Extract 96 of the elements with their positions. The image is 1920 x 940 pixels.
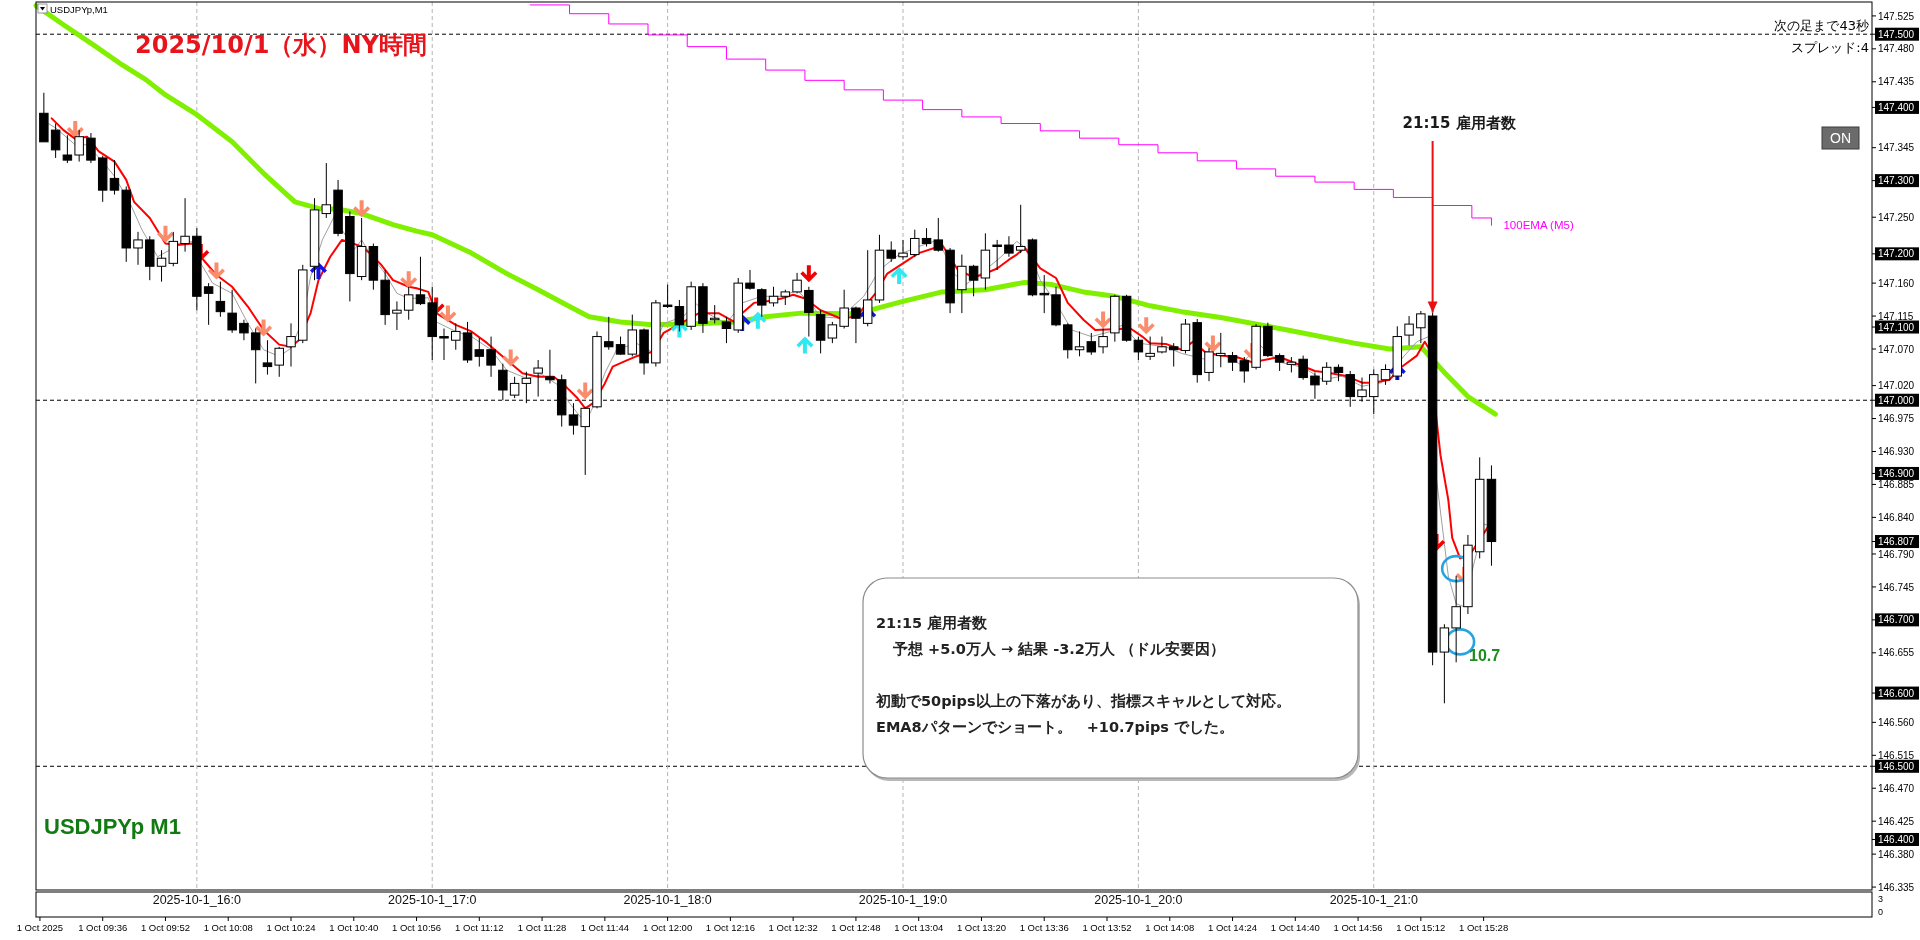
annotation: 10.7: [1469, 646, 1501, 664]
x-tick-label: 1 Oct 13:36: [1019, 922, 1069, 933]
y-tick-label: 146.840: [1878, 511, 1915, 523]
x-tick-label: 1 Oct 15:28: [1459, 922, 1509, 933]
x-tick-label: 1 Oct 12:48: [831, 922, 881, 933]
y-tick-label: 146.500: [1878, 760, 1915, 772]
y-tick-label: 147.300: [1878, 175, 1915, 187]
y-tick-label: 146.700: [1878, 614, 1915, 626]
y-tick-label: 147.345: [1878, 142, 1915, 154]
x-tick-label: 1 Oct 12:00: [643, 922, 693, 933]
text: 2025/10/1（水）NY時間: [135, 31, 427, 59]
x-tick-label: 1 Oct 11:28: [517, 922, 567, 933]
y-tick-label: 147.500: [1878, 28, 1915, 40]
x-tick-label: 1 Oct 10:40: [329, 922, 379, 933]
y-tick-label: 146.600: [1878, 687, 1915, 699]
point: [890, 267, 908, 285]
point: [156, 225, 174, 243]
series-label: 100EMA (M5): [1503, 219, 1574, 232]
point: [1094, 311, 1112, 329]
x-tick-label: 1 Oct 14:24: [1207, 922, 1258, 933]
ref-line-label: 2025-10-1_18:0: [623, 893, 712, 907]
y-tick-label: 147.250: [1878, 211, 1915, 223]
x-tick-label: 1 Oct 09:52: [140, 922, 191, 933]
annotation: 次の足まで43秒: [1774, 18, 1869, 33]
ref-line-label: 2025-10-1_20:0: [1094, 893, 1183, 907]
y-tick-label: 146.930: [1878, 446, 1915, 458]
x-tick-label: 1 Oct 15:12: [1396, 922, 1446, 933]
annotation: 予想 +5.0万人 → 結果 -3.2万人 （ドル安要因）: [892, 640, 1225, 657]
point: [1204, 335, 1222, 353]
y-tick-label: 146.975: [1878, 413, 1915, 425]
x-tick-label: 1 Oct 13:52: [1082, 922, 1132, 933]
y-tick-label: 146.515: [1878, 749, 1915, 761]
text: USDJPYp M1: [44, 814, 181, 839]
ref-line-label: 2025-10-1_16:0: [152, 893, 242, 907]
y-tick-label: 146.470: [1878, 782, 1915, 794]
y-tick-label: 147.100: [1878, 321, 1915, 333]
annotation: 21:15 雇用者数: [876, 614, 989, 631]
y-tick-label: 146.335: [1878, 881, 1915, 893]
y-tick-label: 146.425: [1878, 815, 1915, 827]
x-tick-label: 1 Oct 10:56: [391, 922, 442, 933]
point: [800, 265, 818, 283]
y-tick-label: 146.400: [1878, 834, 1915, 846]
point: [749, 311, 767, 329]
point: [502, 349, 520, 367]
x-tick-label: 1 Oct 10:24: [266, 922, 316, 933]
ref-line-label: 2025-10-1_17:0: [388, 893, 477, 907]
point: [796, 336, 814, 354]
annotation: EMA8パターンでショート。 +10.7pips でした。: [876, 719, 1234, 735]
y-tick-label: 147.000: [1878, 394, 1915, 406]
y-tick-label: 146.560: [1878, 716, 1915, 728]
y-tick-label: 147.020: [1878, 380, 1915, 392]
point: [439, 305, 457, 323]
y-tick-label: 147.525: [1878, 10, 1915, 22]
point: [66, 121, 84, 139]
x-tick-label: 1 Oct 13:20: [956, 922, 1007, 933]
x-tick-label: 1 Oct 09:36: [78, 922, 128, 933]
y-tick-label: 147.115: [1878, 310, 1914, 322]
x-tick-label: 1 Oct 11:12: [455, 922, 504, 933]
x-tick-label: 1 Oct 14:40: [1270, 922, 1320, 933]
annotation: 初動で50pips以上の下落があり、指標スキャルとして対応。: [875, 692, 1291, 709]
x-tick-label: 1 Oct 11:44: [580, 922, 630, 933]
y-tick-label: 146.790: [1878, 548, 1915, 560]
y-tick-label: 147.400: [1878, 102, 1915, 114]
ref-line-label: 2025-10-1_19:0: [858, 893, 948, 907]
y-tick-label: 146.807: [1878, 536, 1915, 548]
x-tick-label: 1 Oct 2025: [16, 922, 64, 933]
point: [576, 382, 594, 400]
y-tick-label: 147.160: [1878, 277, 1915, 289]
point: [400, 271, 418, 289]
annotation: 21:15 雇用者数: [1402, 114, 1517, 132]
x-tick-label: 1 Oct 14:08: [1145, 922, 1195, 933]
annotation: スプレッド:4: [1791, 40, 1869, 55]
y-tick-label: 147.070: [1878, 343, 1915, 355]
text: 3: [1878, 894, 1884, 904]
annotation: ON: [1830, 130, 1851, 146]
point: [353, 200, 371, 218]
x-tick-label: 1 Oct 12:32: [768, 922, 818, 933]
y-tick-label: 146.885: [1878, 479, 1915, 491]
x-tick-label: 1 Oct 10:08: [203, 922, 253, 933]
annotation: USDJPYp,M1: [50, 3, 108, 15]
y-tick-label: 146.745: [1878, 581, 1915, 593]
point: [207, 262, 225, 280]
y-tick-label: 146.655: [1878, 647, 1915, 659]
x-tick-label: 1 Oct 14:56: [1333, 922, 1383, 933]
button-on: ON: [1821, 126, 1860, 150]
text: 0: [1878, 907, 1884, 917]
y-tick-label: 146.900: [1878, 468, 1915, 480]
point: [1137, 317, 1155, 335]
x-tick-label: 1 Oct 12:16: [705, 922, 755, 933]
x-tick-label: 1 Oct 13:04: [894, 922, 944, 933]
ref-line-label: 2025-10-1_21:0: [1329, 893, 1418, 907]
y-tick-label: 147.480: [1878, 43, 1915, 55]
point: [255, 319, 273, 337]
y-tick-label: 147.435: [1878, 76, 1915, 88]
y-tick-label: 146.380: [1878, 848, 1915, 860]
y-tick-label: 147.200: [1878, 248, 1915, 260]
